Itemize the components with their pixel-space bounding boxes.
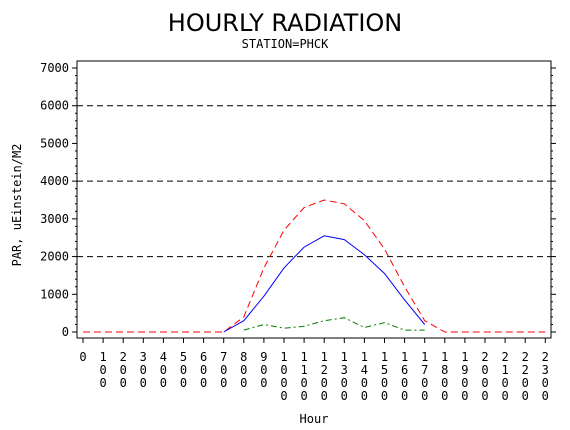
series-lines [83, 199, 546, 333]
series-line-3 [243, 317, 425, 331]
y-axis: 0 1000 2000 3000 4000 5000 6000 7000 [40, 61, 556, 339]
x-axis: 0 1 0 0 2 0 0 3 0 0 4 0 0 5 0 0 6 0 0 7 0 0 8 0 0 9 0 0 1 0 0 0 1 1 0 0 1 2 0 0… [79, 338, 549, 403]
x-tick-label: 0 [79, 350, 86, 364]
y-tick-label: 5000 [40, 136, 69, 150]
y-tick-label: 7000 [40, 61, 69, 75]
y-tick-label: 3000 [40, 212, 69, 226]
series-line-2 [223, 235, 426, 333]
y-axis-label: PAR, uEinstein/M2 [10, 144, 24, 267]
reference-lines [77, 105, 551, 258]
chart-title: HOURLY RADIATION [168, 9, 402, 37]
y-tick-label: 1000 [40, 287, 69, 301]
y-tick-label: 2000 [40, 250, 69, 264]
y-tick-label: 0 [62, 325, 69, 339]
chart-subtitle: STATION=PHCK [242, 37, 329, 51]
y-tick-label: 6000 [40, 99, 69, 113]
y-tick-label: 4000 [40, 174, 69, 188]
series-line-1 [83, 199, 546, 333]
plot-frame [76, 60, 552, 339]
plot-area: 0 1000 2000 3000 4000 5000 6000 7000 0 1 0 0 2 0 0 3 0 0… [40, 60, 556, 403]
x-axis-label: Hour [300, 412, 329, 426]
